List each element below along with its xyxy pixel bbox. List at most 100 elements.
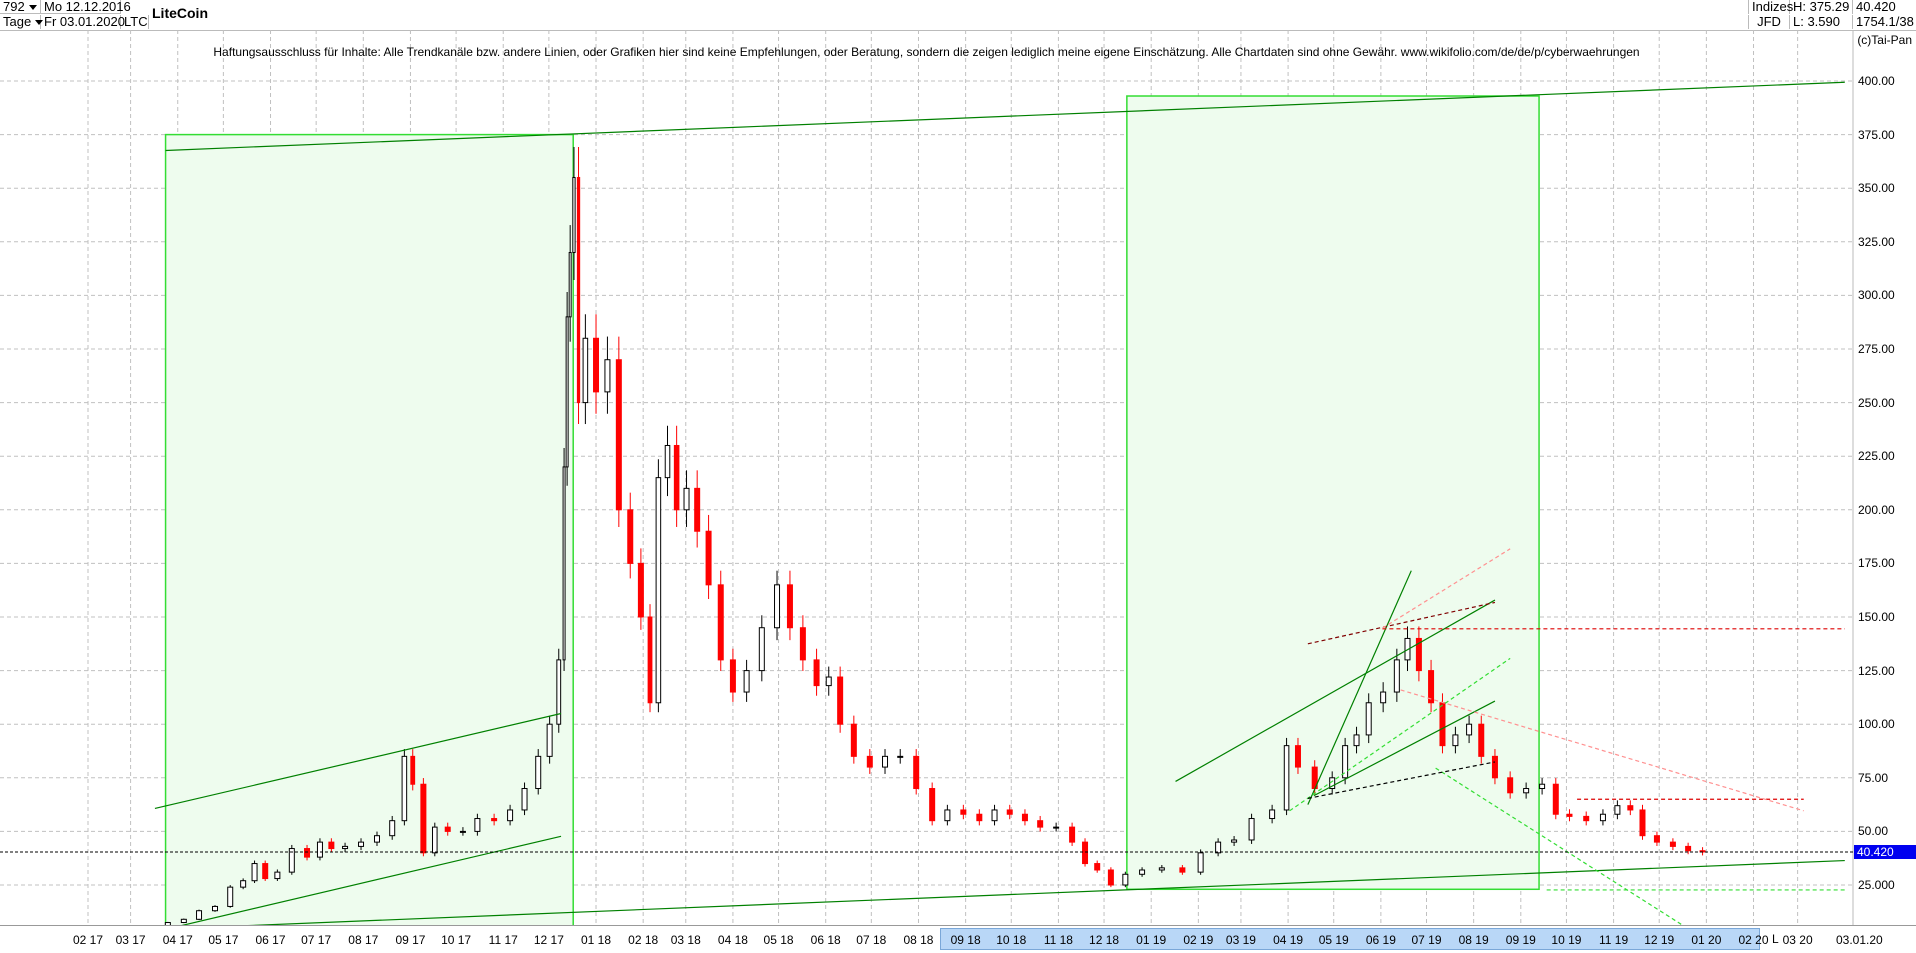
l-button[interactable]: L bbox=[1772, 932, 1779, 946]
candle-body bbox=[288, 848, 295, 873]
x-tick-label: 03 19 bbox=[1225, 933, 1256, 947]
y-tick-label: 400.00 bbox=[1858, 74, 1895, 88]
candle-body bbox=[1107, 869, 1114, 886]
candle-body bbox=[1614, 805, 1621, 815]
x-tick-label: 08 19 bbox=[1458, 933, 1489, 947]
candle-body bbox=[1248, 818, 1255, 841]
candle-body bbox=[813, 659, 820, 687]
candle-body bbox=[743, 670, 750, 693]
y-tick-label: 350.00 bbox=[1858, 181, 1895, 196]
candle-body bbox=[212, 905, 219, 912]
y-tick-label: 150.00 bbox=[1858, 610, 1895, 624]
candle-body bbox=[1452, 734, 1459, 747]
candle-body bbox=[1122, 873, 1129, 886]
y-tick-label: 225.00 bbox=[1858, 449, 1895, 464]
exchange-group: Indizes bbox=[1748, 0, 1793, 14]
candle-body bbox=[1552, 783, 1559, 815]
candle-body bbox=[673, 444, 680, 511]
candle-body bbox=[850, 723, 857, 757]
candle-body bbox=[944, 809, 951, 822]
y-tick-label: 275.00 bbox=[1858, 342, 1895, 356]
symbol: LTC bbox=[121, 15, 149, 29]
candle-body bbox=[897, 755, 904, 758]
candle-body bbox=[604, 359, 611, 393]
candle-body bbox=[572, 176, 576, 254]
y-tick-label: 250.00 bbox=[1858, 395, 1895, 410]
candle-body bbox=[647, 616, 653, 704]
x-tick-label: 02 17 bbox=[72, 933, 104, 947]
candle-body bbox=[1415, 637, 1422, 672]
candle-body bbox=[491, 818, 498, 822]
candle-body bbox=[1428, 670, 1435, 704]
candle-body bbox=[705, 530, 712, 586]
bar-count-dropdown[interactable]: 792 bbox=[0, 0, 41, 14]
y-tick-label: 175.00 bbox=[1858, 556, 1895, 571]
x-tick-label: 12 18 bbox=[1089, 933, 1120, 947]
time-scrollbar[interactable] bbox=[940, 928, 1760, 950]
candle-body bbox=[410, 755, 416, 785]
period-dropdown[interactable]: Tage bbox=[0, 15, 41, 29]
candle-body bbox=[562, 466, 566, 661]
x-tick-label: 10 17 bbox=[441, 933, 472, 947]
x-tick-label: 11 19 bbox=[1599, 933, 1629, 947]
price-chart[interactable] bbox=[0, 0, 1916, 925]
x-tick-label: 06 18 bbox=[810, 933, 841, 947]
candle-body bbox=[1466, 723, 1473, 736]
candle-body bbox=[637, 562, 644, 618]
candle-body bbox=[556, 659, 562, 725]
candle-body bbox=[459, 830, 466, 833]
chart-header: 792 Tage Mo 12.12.2016 Fr 03.01.2020 LTC… bbox=[0, 0, 1916, 31]
candle-body bbox=[1231, 839, 1238, 843]
candle-body bbox=[1294, 745, 1301, 768]
x-tick-label: 08 18 bbox=[903, 933, 934, 947]
trend-line bbox=[1400, 689, 1804, 812]
trend-line bbox=[1175, 599, 1496, 782]
x-tick-label: 09 19 bbox=[1505, 933, 1536, 947]
candle-body bbox=[565, 316, 569, 468]
start-date[interactable]: Mo 12.12.2016 bbox=[41, 0, 131, 14]
candle-body bbox=[274, 871, 281, 880]
y-tick-label: 200.00 bbox=[1858, 502, 1895, 517]
candle-body bbox=[180, 918, 187, 924]
trend-line bbox=[1313, 700, 1496, 797]
candle-body bbox=[774, 584, 781, 629]
x-tick-label: 01 18 bbox=[581, 933, 612, 947]
candle-body bbox=[251, 863, 258, 882]
candle-body bbox=[627, 509, 634, 564]
candle-body bbox=[196, 910, 203, 920]
x-tick-label: 02 19 bbox=[1183, 933, 1214, 947]
candle-body bbox=[1478, 723, 1485, 757]
x-tick-label: 12 17 bbox=[533, 933, 564, 947]
candle-body bbox=[164, 922, 171, 925]
x-tick-label: 07 18 bbox=[856, 933, 887, 947]
x-tick-label: 04 17 bbox=[162, 933, 193, 947]
x-tick-label: 06 17 bbox=[255, 933, 286, 947]
end-date[interactable]: Fr 03.01.2020 bbox=[41, 15, 125, 29]
trend-line bbox=[1307, 601, 1496, 645]
candle-body bbox=[929, 788, 936, 822]
candle-body bbox=[1215, 841, 1222, 854]
candle-body bbox=[825, 676, 832, 687]
candle-body bbox=[507, 809, 514, 822]
candle-body bbox=[546, 723, 553, 757]
candle-body bbox=[882, 755, 889, 768]
x-tick-label: 10 18 bbox=[996, 933, 1027, 947]
candle-body bbox=[1566, 813, 1573, 817]
y-tick-label: 25.000 bbox=[1858, 878, 1895, 892]
copyright: (c)Tai-Pan bbox=[1857, 33, 1912, 47]
x-tick-label: 02 18 bbox=[628, 933, 659, 947]
x-tick-label: 11 17 bbox=[488, 933, 518, 947]
candle-body bbox=[991, 809, 998, 822]
x-tick-label: 02 20 bbox=[1738, 933, 1769, 947]
x-tick-label: 08 17 bbox=[348, 933, 379, 947]
x-tick-label: 01 20 bbox=[1691, 933, 1722, 947]
candle-body bbox=[1082, 841, 1089, 865]
time-axis[interactable]: L 03.01.20 02 17 03 17 04 17 05 17 06 17 07 1… bbox=[0, 925, 1916, 953]
x-tick-label: 05 17 bbox=[208, 933, 239, 947]
candle-body bbox=[694, 487, 701, 532]
candle-body bbox=[1094, 863, 1101, 871]
candle-body bbox=[758, 627, 765, 672]
candle-body bbox=[1283, 745, 1290, 811]
trend-line bbox=[165, 81, 1845, 152]
x-tick-label: 07 19 bbox=[1411, 933, 1442, 947]
